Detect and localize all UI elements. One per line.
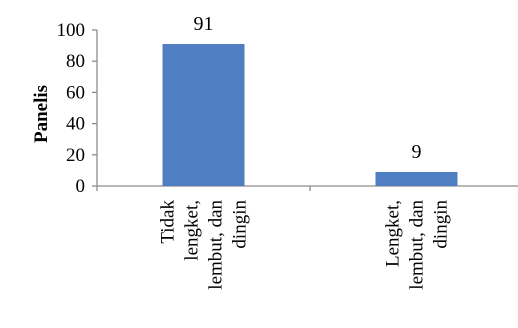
bars [162, 44, 458, 186]
y-axis-ticks: 0 20 40 60 80 100 [57, 20, 97, 197]
y-tick-label: 80 [66, 51, 85, 72]
y-tick-label: 20 [66, 145, 85, 166]
category-labels: Tidak lengket, lembut, dan dingin Lengket, le… [158, 200, 452, 290]
x-axis [96, 185, 518, 191]
x-axis-ticks [96, 186, 311, 191]
category-label-line: Lengket, [383, 200, 404, 267]
category-label-line: Tidak [158, 200, 179, 244]
category-label-line: lengket, [182, 200, 203, 261]
category-label-line: lembut, dan [407, 200, 428, 290]
category-label-line: lembut, dan [206, 200, 227, 290]
y-axis-title: Panelis [31, 85, 52, 143]
category-label: Tidak lengket, lembut, dan dingin [158, 200, 251, 290]
y-axis: 0 20 40 60 80 100 [57, 20, 98, 197]
category-label-line: dingin [230, 200, 251, 249]
category-label-line: dingin [431, 200, 452, 249]
bar [162, 44, 245, 186]
y-tick-label: 40 [66, 114, 85, 135]
y-tick-label: 60 [66, 82, 85, 103]
y-tick-label: 0 [76, 176, 86, 197]
data-label: 9 [412, 141, 422, 163]
data-labels: 91 9 [194, 13, 422, 163]
y-tick-label: 100 [57, 20, 86, 41]
category-label: Lengket, lembut, dan dingin [383, 200, 452, 290]
bar [375, 171, 458, 186]
data-label: 91 [194, 13, 214, 35]
